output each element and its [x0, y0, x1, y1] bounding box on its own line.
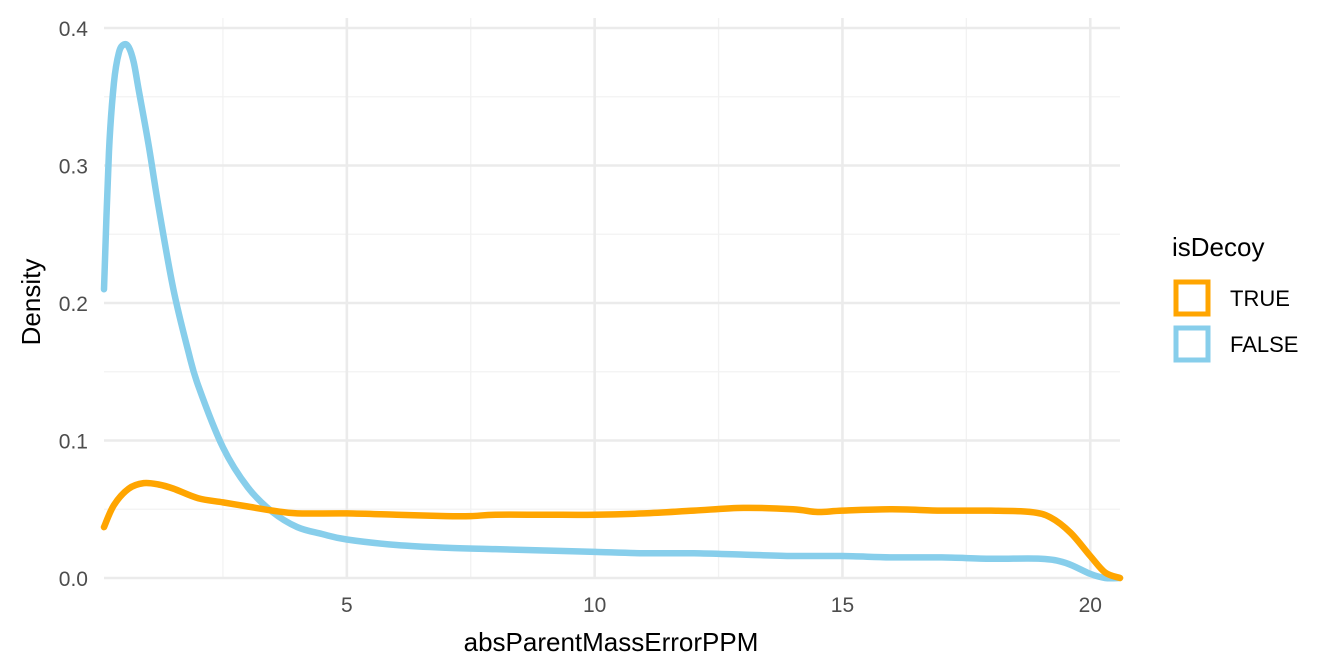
series-line-false — [100, 40, 1124, 582]
legend-key-false — [1173, 325, 1211, 363]
x-tick-label: 20 — [1079, 594, 1102, 617]
x-axis-title: absParentMassErrorPPM — [464, 627, 759, 657]
legend: isDecoy TRUE FALSE — [1172, 232, 1298, 363]
y-tick-label: 0.1 — [59, 431, 88, 454]
x-tick-label: 15 — [831, 594, 854, 617]
legend-label-true: TRUE — [1230, 286, 1290, 311]
series-line-true — [100, 479, 1124, 582]
major-gridlines — [104, 18, 1120, 580]
y-tick-label: 0.2 — [59, 293, 88, 316]
x-tick-label: 5 — [341, 594, 353, 617]
legend-label-false: FALSE — [1230, 332, 1298, 357]
y-axis-title: Density — [16, 259, 46, 346]
legend-key-true — [1173, 279, 1211, 317]
series-lines — [100, 40, 1124, 582]
y-tick-label: 0.0 — [59, 568, 88, 591]
y-tick-label: 0.3 — [59, 156, 88, 179]
tick-labels: 5 10 15 20 0.0 0.1 0.2 0.3 0.4 — [59, 18, 1102, 617]
legend-title: isDecoy — [1172, 232, 1264, 262]
x-tick-label: 10 — [583, 594, 606, 617]
y-tick-label: 0.4 — [59, 18, 89, 41]
